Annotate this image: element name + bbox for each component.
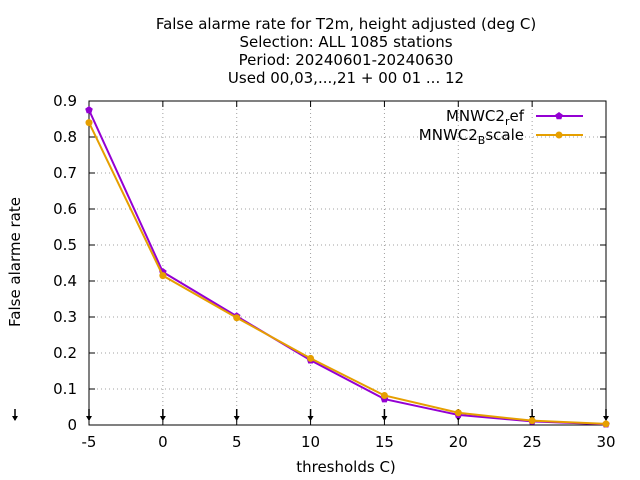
- legend-label: MNWC2ref: [446, 107, 525, 128]
- x-axis-label: thresholds C): [296, 458, 396, 476]
- down-arrow-head-icon: [12, 416, 18, 421]
- down-arrow-head-icon: [159, 416, 166, 421]
- axes: 0 0.1 0.2 0.3 0.4 0.5 0.6 0.7 0.8 0.9 -5 0 5 10 15 20 25…: [53, 92, 615, 451]
- down-arrow-head-icon: [381, 416, 388, 421]
- x-tick-label: 5: [232, 433, 242, 451]
- legend-label: MNWC2Bscale: [419, 126, 524, 147]
- y-tick-label: 0: [67, 416, 77, 434]
- series-point-1: [159, 272, 167, 280]
- legend-swatch-marker: [555, 131, 563, 139]
- y-tick-label: 0.4: [53, 272, 77, 290]
- x-tick-label: -5: [82, 433, 97, 451]
- down-arrow-head-icon: [233, 416, 240, 421]
- y-tick-label: 0.3: [53, 308, 77, 326]
- y-tick-label: 0.5: [53, 236, 77, 254]
- series: [85, 106, 610, 428]
- series-point-1: [85, 119, 93, 127]
- x-tick-label: 30: [596, 433, 615, 451]
- x-tick-label: 25: [523, 433, 542, 451]
- series-point-1: [307, 354, 315, 362]
- down-arrow-head-icon: [307, 416, 314, 421]
- y-tick-label: 0.9: [53, 92, 77, 110]
- y-tick-label: 0.1: [53, 380, 77, 398]
- y-tick-label: 0.8: [53, 128, 77, 146]
- y-tick-label: 0.7: [53, 164, 77, 182]
- x-tick-label: 20: [449, 433, 468, 451]
- series-point-0: [85, 106, 93, 114]
- title-line: Selection: ALL 1085 stations: [239, 33, 452, 51]
- series-point-1: [528, 417, 536, 425]
- x-tick-label: 15: [375, 433, 394, 451]
- series-point-1: [602, 420, 610, 428]
- down-arrow-head-icon: [86, 416, 92, 421]
- series-point-1: [454, 409, 462, 417]
- legend-swatch-marker: [555, 112, 563, 120]
- x-tick-label: 10: [301, 433, 320, 451]
- chart-title: False alarme rate for T2m, height adjust…: [156, 15, 536, 87]
- plot-frame: [88, 100, 607, 426]
- series-point-1: [233, 314, 241, 322]
- down-arrow-head-icon: [603, 416, 609, 421]
- x-tick-label: 0: [158, 433, 168, 451]
- title-line: Period: 20240601-20240630: [239, 51, 454, 69]
- y-tick-label: 0.6: [53, 200, 77, 218]
- title-line: Used 00,03,...,21 + 00 01 ... 12: [228, 69, 464, 87]
- y-axis-label: False alarme rate: [6, 197, 24, 327]
- series-line-1: [88, 122, 607, 425]
- series-point-1: [380, 391, 388, 399]
- y-tick-label: 0.2: [53, 344, 77, 362]
- title-line: False alarme rate for T2m, height adjust…: [156, 15, 536, 33]
